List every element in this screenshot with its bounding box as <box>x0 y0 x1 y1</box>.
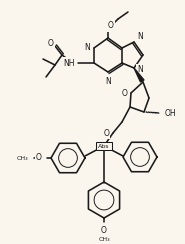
Text: O: O <box>103 129 109 138</box>
Text: N: N <box>84 43 90 52</box>
Text: O: O <box>101 226 107 235</box>
Text: Abs: Abs <box>98 143 110 149</box>
Text: N: N <box>137 65 143 74</box>
Polygon shape <box>134 68 144 82</box>
Text: O: O <box>48 40 54 49</box>
Text: OH: OH <box>165 109 177 118</box>
Text: CH₃: CH₃ <box>16 155 28 161</box>
Text: N: N <box>105 77 111 86</box>
Text: O: O <box>108 21 114 30</box>
Text: O: O <box>36 153 42 163</box>
Text: NH: NH <box>63 59 75 68</box>
Text: N: N <box>137 32 143 41</box>
Text: CH₃: CH₃ <box>98 237 110 242</box>
Text: O: O <box>121 89 127 98</box>
